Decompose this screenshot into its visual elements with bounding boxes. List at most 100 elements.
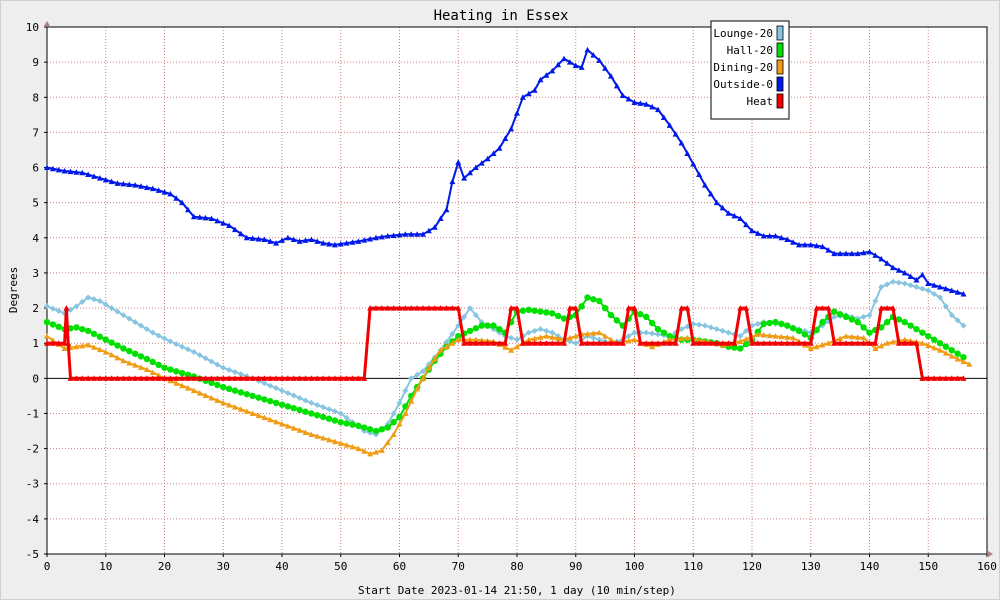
- data-point: [954, 350, 961, 357]
- data-point: [49, 305, 56, 312]
- data-point: [637, 100, 644, 106]
- data-point: [384, 233, 391, 239]
- data-point: [237, 389, 245, 396]
- data-point: [108, 305, 115, 312]
- data-point: [960, 354, 967, 361]
- data-point: [55, 340, 62, 346]
- data-point: [114, 180, 121, 186]
- data-point: [131, 350, 139, 357]
- data-point: [232, 226, 238, 233]
- data-point: [890, 264, 896, 271]
- data-point: [601, 304, 609, 312]
- data-point: [954, 356, 961, 362]
- data-point: [890, 305, 896, 311]
- data-point: [461, 313, 468, 320]
- data-point: [185, 375, 191, 381]
- data-point: [343, 414, 350, 421]
- x-tick-label: 130: [801, 560, 821, 573]
- data-point: [55, 323, 62, 331]
- data-point: [44, 333, 50, 339]
- data-point: [484, 155, 491, 162]
- data-point: [308, 375, 315, 381]
- data-point: [508, 347, 515, 353]
- data-point: [766, 340, 773, 346]
- data-point: [349, 443, 356, 450]
- data-point: [185, 346, 191, 353]
- legend-swatch: [776, 25, 784, 41]
- data-point: [290, 236, 297, 243]
- data-point: [537, 326, 544, 333]
- data-point: [554, 312, 562, 320]
- data-point: [807, 345, 814, 351]
- y-tick-label: 10: [26, 21, 39, 34]
- data-point: [496, 145, 503, 151]
- data-point: [308, 431, 315, 438]
- data-point: [408, 305, 415, 311]
- data-point: [196, 214, 203, 220]
- data-point: [472, 312, 479, 319]
- data-point: [384, 439, 391, 445]
- data-point: [766, 319, 773, 327]
- data-point: [913, 276, 920, 283]
- data-point: [919, 271, 926, 278]
- data-point: [67, 375, 74, 381]
- data-point: [167, 190, 174, 197]
- data-point: [619, 92, 626, 99]
- data-point: [67, 306, 74, 313]
- data-point: [237, 375, 244, 381]
- data-point: [484, 322, 491, 329]
- data-point: [467, 169, 473, 176]
- data-point: [749, 227, 755, 234]
- data-point: [226, 366, 233, 373]
- data-point: [725, 329, 732, 336]
- data-point: [613, 317, 621, 324]
- data-point: [367, 235, 374, 242]
- data-point: [179, 343, 186, 350]
- data-point: [866, 329, 873, 336]
- data-point: [561, 55, 567, 62]
- data-point: [73, 375, 80, 381]
- data-point: [531, 307, 538, 314]
- data-point: [290, 375, 297, 381]
- data-point: [895, 340, 902, 346]
- data-point: [284, 423, 291, 429]
- data-point: [319, 413, 327, 421]
- data-point: [813, 242, 820, 249]
- data-point: [819, 305, 826, 311]
- data-point: [860, 324, 867, 331]
- data-point: [284, 375, 291, 381]
- data-point: [525, 329, 532, 336]
- data-point: [179, 375, 186, 381]
- data-point: [231, 387, 239, 394]
- data-point: [355, 238, 362, 244]
- y-tick-label: 1: [32, 337, 39, 350]
- data-point: [149, 358, 156, 366]
- data-point: [49, 321, 57, 328]
- data-point: [173, 195, 180, 201]
- data-point: [496, 340, 503, 346]
- data-point: [578, 64, 585, 70]
- data-point: [114, 308, 121, 315]
- data-point: [390, 305, 397, 311]
- data-point: [414, 385, 421, 392]
- data-point: [931, 344, 938, 351]
- data-point: [766, 233, 773, 239]
- data-point: [590, 330, 597, 336]
- data-point: [331, 241, 338, 248]
- data-point: [549, 67, 556, 74]
- data-point: [308, 399, 315, 406]
- data-point: [878, 255, 885, 262]
- data-point: [114, 375, 121, 381]
- data-point: [637, 340, 644, 346]
- data-point: [249, 375, 256, 381]
- chart-title: Heating in Essex: [434, 8, 569, 24]
- data-point: [343, 442, 350, 448]
- data-point: [813, 305, 820, 311]
- data-point: [255, 394, 262, 401]
- data-point: [326, 436, 332, 443]
- data-point: [737, 345, 744, 352]
- y-tick-label: 5: [32, 197, 39, 210]
- x-tick-label: 160: [977, 560, 997, 573]
- data-point: [149, 375, 156, 381]
